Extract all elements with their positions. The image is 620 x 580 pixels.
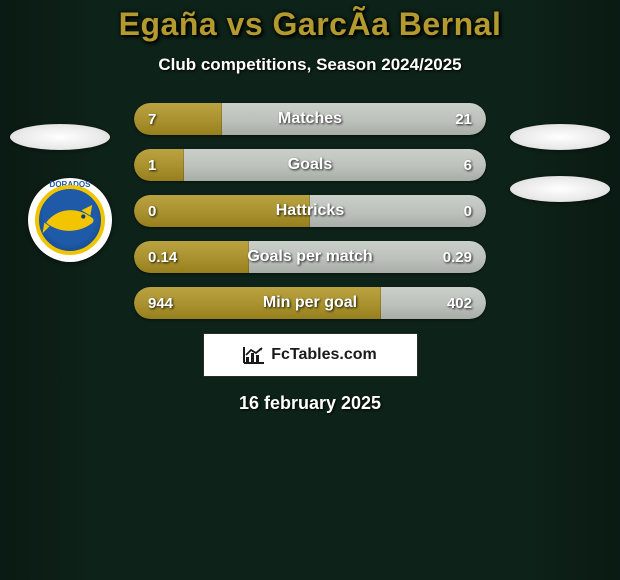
h2h-card: Egaña vs GarcÃ­a Bernal Club competition… xyxy=(0,0,620,580)
player-photo-placeholder-left xyxy=(10,124,110,150)
chart-icon xyxy=(243,346,265,364)
fish-icon xyxy=(39,189,101,251)
player-photo-placeholder-right-2 xyxy=(510,176,610,202)
page-title: Egaña vs GarcÃ­a Bernal xyxy=(0,6,620,43)
stat-bar-right xyxy=(249,241,486,273)
player-photo-placeholder-right-1 xyxy=(510,124,610,150)
club-badge: DORADOS xyxy=(28,178,112,262)
stat-bar-right xyxy=(184,149,486,181)
watermark: FcTables.com xyxy=(203,333,418,377)
stat-row: Hattricks00 xyxy=(134,195,486,227)
stat-bar-left xyxy=(134,287,381,319)
stat-bar-right xyxy=(222,103,486,135)
club-badge-inner xyxy=(35,185,105,255)
stat-bar-left xyxy=(134,103,222,135)
stat-bar-left xyxy=(134,241,249,273)
stat-row: Goals16 xyxy=(134,149,486,181)
stat-row: Goals per match0.140.29 xyxy=(134,241,486,273)
stat-bar-right xyxy=(381,287,486,319)
stat-bar-left xyxy=(134,195,310,227)
stat-row: Matches721 xyxy=(134,103,486,135)
subtitle: Club competitions, Season 2024/2025 xyxy=(0,55,620,75)
stat-bar-right xyxy=(310,195,486,227)
stat-bar-left xyxy=(134,149,184,181)
date: 16 february 2025 xyxy=(0,393,620,414)
watermark-text: FcTables.com xyxy=(271,346,377,364)
stat-row: Min per goal944402 xyxy=(134,287,486,319)
stats-list: Matches721 Goals16 Hattricks00 Goals per ma… xyxy=(134,103,486,319)
